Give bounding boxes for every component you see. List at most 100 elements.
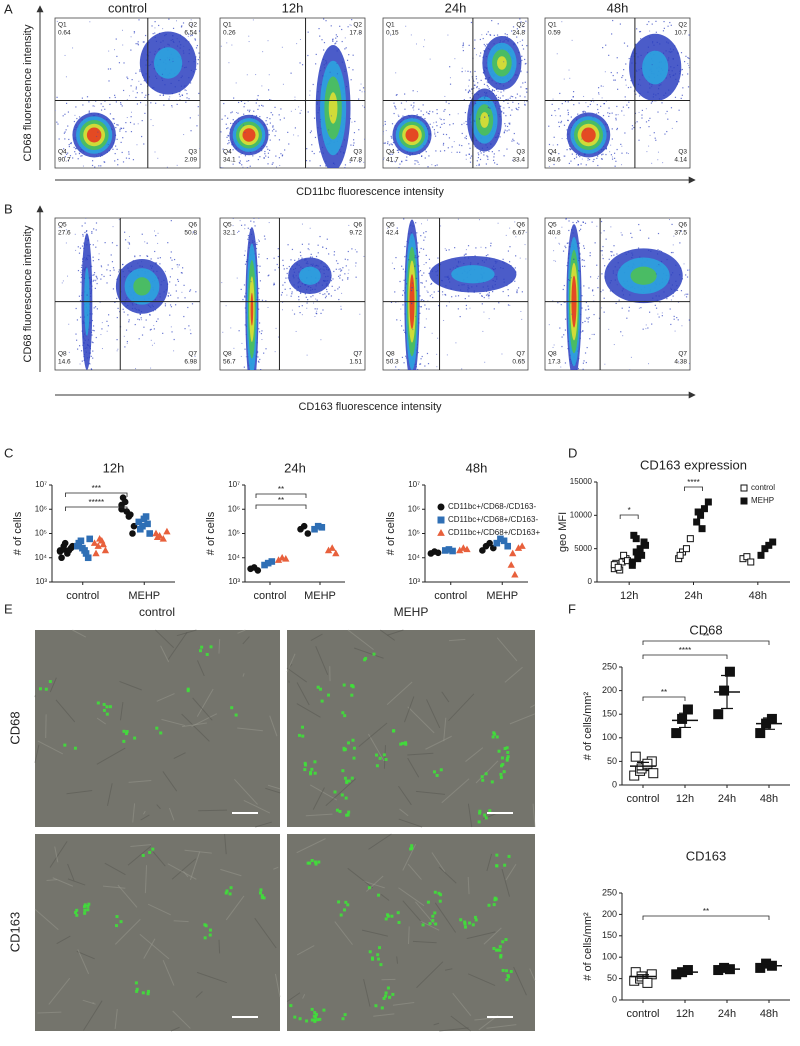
event-dot — [355, 202, 356, 203]
event-dot — [597, 108, 599, 111]
event-dot — [393, 102, 395, 104]
event-dot — [560, 120, 563, 122]
texture — [140, 814, 150, 821]
event-dot — [273, 257, 275, 259]
event-dot — [569, 197, 570, 198]
event-dot — [585, 309, 587, 311]
texture — [434, 902, 457, 933]
event-dot — [473, 87, 475, 89]
green-cell — [428, 922, 432, 926]
event-dot — [525, 88, 527, 90]
event-dot — [289, 287, 291, 290]
event-dot — [596, 225, 598, 227]
event-dot — [142, 41, 144, 43]
green-cell — [75, 908, 79, 912]
texture — [55, 699, 76, 723]
event-dot — [316, 299, 318, 301]
event-dot — [516, 93, 518, 95]
event-dot — [564, 318, 567, 320]
event-dot — [263, 352, 265, 354]
green-cell — [343, 776, 347, 780]
texture — [34, 744, 40, 763]
event-dot — [478, 163, 480, 165]
event-dot — [403, 210, 404, 211]
event-dot — [571, 153, 573, 155]
event-dot — [147, 93, 150, 96]
event-dot — [196, 44, 198, 47]
event-dot — [613, 344, 615, 346]
event-dot — [128, 242, 130, 244]
event-dot — [436, 366, 438, 368]
event-dot — [416, 347, 418, 349]
event-dot — [610, 255, 613, 257]
event-dot — [79, 189, 80, 190]
data-point — [304, 530, 312, 537]
texture — [305, 813, 333, 817]
green-cell — [119, 920, 123, 924]
event-dot — [83, 334, 85, 336]
event-dot — [261, 339, 263, 341]
event-dot — [415, 248, 418, 250]
event-dot — [72, 47, 74, 49]
event-dot — [568, 69, 570, 71]
event-dot — [86, 389, 87, 390]
event-dot — [114, 96, 116, 99]
event-dot — [319, 119, 321, 121]
event-dot — [605, 44, 607, 46]
chart-title: 24h — [284, 460, 306, 475]
event-dot — [94, 211, 95, 212]
texture — [184, 849, 212, 854]
event-dot — [555, 115, 557, 117]
event-dot — [224, 152, 226, 154]
event-dot — [296, 43, 298, 45]
density — [387, 210, 527, 370]
event-dot — [399, 280, 401, 283]
event-dot — [493, 153, 495, 155]
event-dot — [691, 294, 692, 295]
green-cell — [305, 1019, 309, 1023]
event-dot — [383, 157, 385, 159]
event-dot — [122, 137, 124, 139]
quadrant-value: 84.6 — [548, 157, 561, 164]
event-dot — [659, 250, 661, 252]
event-dot — [569, 149, 571, 151]
data-point — [486, 539, 493, 547]
texture — [398, 785, 412, 806]
event-dot — [238, 200, 239, 201]
texture — [52, 877, 74, 887]
event-dot — [116, 138, 118, 140]
y-tick-label: 10⁴ — [228, 553, 241, 562]
event-dot — [452, 123, 454, 125]
event-dot — [107, 68, 110, 70]
event-dot — [564, 329, 567, 331]
event-dot — [288, 265, 290, 268]
event-dot — [503, 61, 505, 63]
significance-bracket — [65, 492, 128, 497]
event-dot — [177, 266, 179, 268]
event-dot — [176, 38, 178, 40]
event-dot — [672, 292, 674, 294]
event-dot — [122, 89, 125, 92]
event-dot — [175, 20, 177, 22]
event-dot — [579, 228, 582, 230]
green-cell — [82, 905, 86, 909]
texture — [467, 973, 496, 987]
event-dot — [705, 57, 706, 58]
event-dot — [261, 424, 262, 425]
event-dot — [587, 172, 588, 173]
event-dot — [572, 194, 573, 195]
event-dot — [425, 280, 427, 282]
event-dot — [570, 302, 572, 304]
event-dot — [414, 257, 416, 259]
event-dot — [613, 245, 615, 247]
event-dot — [561, 138, 563, 140]
event-dot — [459, 151, 461, 153]
event-dot — [461, 123, 463, 126]
event-dot — [301, 243, 303, 245]
event-dot — [256, 418, 257, 419]
event-dot — [414, 160, 416, 162]
event-dot — [268, 129, 270, 131]
event-dot — [715, 280, 716, 281]
green-cell — [262, 896, 266, 900]
event-dot — [587, 318, 589, 320]
